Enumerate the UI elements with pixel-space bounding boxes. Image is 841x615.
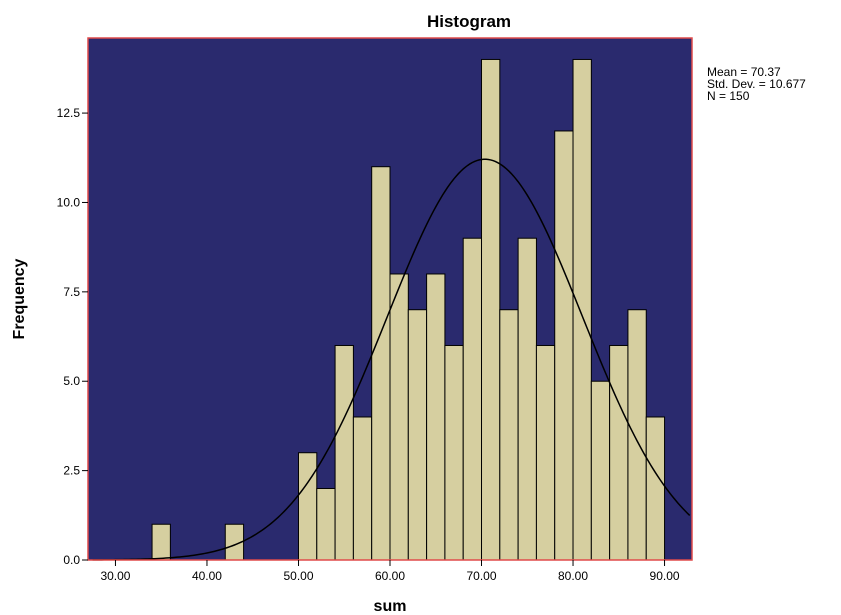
stats-line: N = 150 xyxy=(707,89,750,103)
histogram-bar xyxy=(444,344,464,561)
y-tick-label: 12.5 xyxy=(57,106,81,120)
x-tick-label: 40.00 xyxy=(192,569,222,583)
histogram-bar xyxy=(334,344,354,561)
y-tick-label: 5.0 xyxy=(63,374,80,388)
histogram-bar xyxy=(297,452,318,561)
histogram-bar xyxy=(572,58,592,561)
x-tick-label: 70.00 xyxy=(466,569,496,583)
y-tick-label: 2.5 xyxy=(63,464,80,478)
histogram-bar xyxy=(590,380,611,561)
histogram-bar xyxy=(609,344,629,561)
y-tick-label: 0.0 xyxy=(63,553,80,567)
y-tick-label: 10.0 xyxy=(57,195,81,209)
histogram-bar xyxy=(517,237,537,561)
histogram-bar xyxy=(352,416,373,561)
histogram-bar xyxy=(627,309,647,561)
histogram-bar xyxy=(151,523,171,561)
stats-line: Mean = 70.37 xyxy=(707,65,781,79)
histogram-bar xyxy=(371,166,391,561)
stats-line: Std. Dev. = 10.677 xyxy=(707,77,806,91)
histogram-bar xyxy=(462,237,483,561)
chart-title: Histogram xyxy=(427,12,511,31)
histogram-bar xyxy=(554,130,574,561)
y-axis: 0.0 2.5 5.0 7.5 10.0 12.5 xyxy=(57,106,88,567)
x-tick-label: 90.00 xyxy=(650,569,680,583)
x-tick-label: 60.00 xyxy=(375,569,405,583)
histogram-bar xyxy=(316,487,336,561)
histogram-bar xyxy=(645,416,666,561)
histogram-bar xyxy=(407,309,428,561)
y-axis-label: Frequency xyxy=(11,258,28,339)
x-axis-label: sum xyxy=(374,598,407,615)
histogram-bar xyxy=(389,273,409,561)
x-tick-label: 80.00 xyxy=(558,569,588,583)
x-axis: 30.00 40.00 50.00 60.00 70.00 80.00 90.00 xyxy=(100,560,680,583)
histogram-bar xyxy=(535,344,556,561)
y-tick-label: 7.5 xyxy=(63,285,80,299)
histogram-bar xyxy=(426,273,446,561)
histogram-bar xyxy=(481,58,501,561)
x-tick-label: 50.00 xyxy=(283,569,313,583)
histogram-bar xyxy=(499,309,519,561)
normal-curve xyxy=(92,158,691,561)
x-tick-label: 30.00 xyxy=(100,569,130,583)
